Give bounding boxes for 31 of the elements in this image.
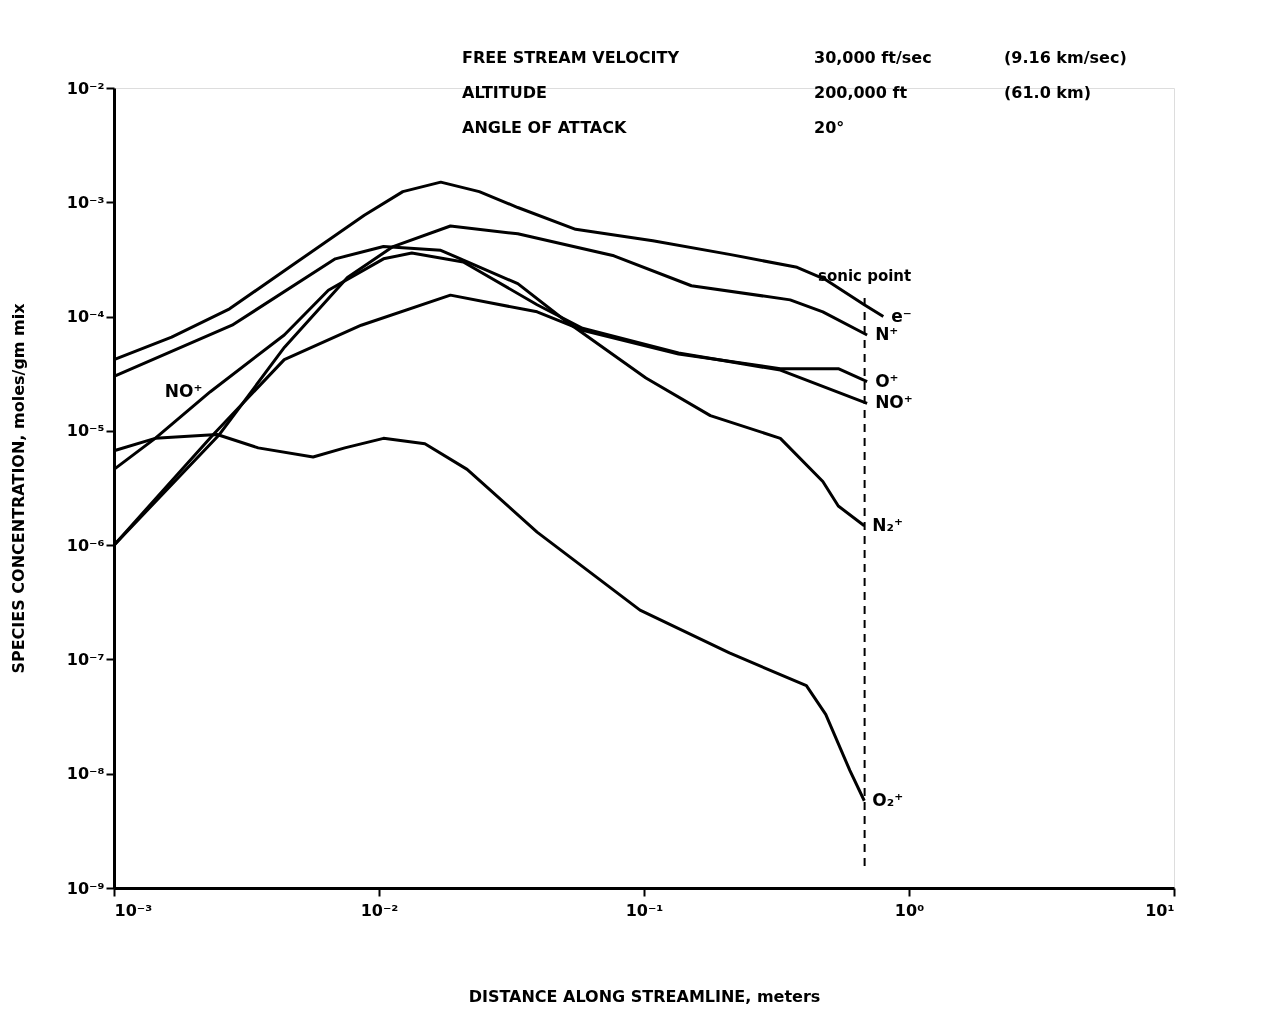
y-tick-label: 10⁻³ (66, 192, 105, 212)
series-label: e⁻ (891, 305, 912, 326)
text: FREE STREAM VELOCITY (462, 48, 680, 67)
x-tick-label: 10⁻² (360, 900, 399, 920)
annotation: ALTITUDE (462, 83, 547, 102)
text: (9.16 km/sec) (1004, 48, 1127, 67)
text: 30,000 ft/sec (814, 48, 932, 67)
series-label: NO⁺ (875, 392, 913, 413)
y-tick-label: 10⁻⁸ (66, 764, 105, 784)
y-tick-label: 10⁻⁹ (66, 878, 105, 898)
y-tick-label: 10⁻⁶ (66, 535, 105, 555)
series-label: N₂⁺ (872, 514, 903, 535)
series-label: N⁺ (875, 323, 899, 344)
x-tick-label: 10⁻¹ (625, 900, 664, 920)
annotation: NO⁺ (164, 380, 203, 401)
y-tick-label: 10⁻⁷ (66, 649, 105, 669)
annotation: (61.0 km) (1004, 83, 1091, 102)
annotation: 200,000 ft (814, 83, 908, 102)
annotation: 20° (814, 118, 845, 137)
x-tick-label: 10¹ (1145, 900, 1175, 920)
series-label: O₂⁺ (872, 789, 904, 810)
series-label: O⁺ (875, 370, 899, 391)
ref-line-label: sonic point (818, 267, 912, 285)
x-axis-title: DISTANCE ALONG STREAMLINE, meters (468, 986, 821, 1006)
x-tick-label: 10⁻³ (114, 900, 153, 920)
y-tick-label: 10⁻⁵ (66, 421, 105, 441)
x-tick-label: 10⁰ (894, 900, 925, 920)
y-tick-label: 10⁻² (66, 78, 105, 98)
y-tick-label: 10⁻⁴ (66, 307, 105, 327)
annotation: ANGLE OF ATTACK (462, 118, 627, 137)
y-axis-title: SPECIES CONCENTRATION, moles/gm mix (8, 302, 28, 674)
